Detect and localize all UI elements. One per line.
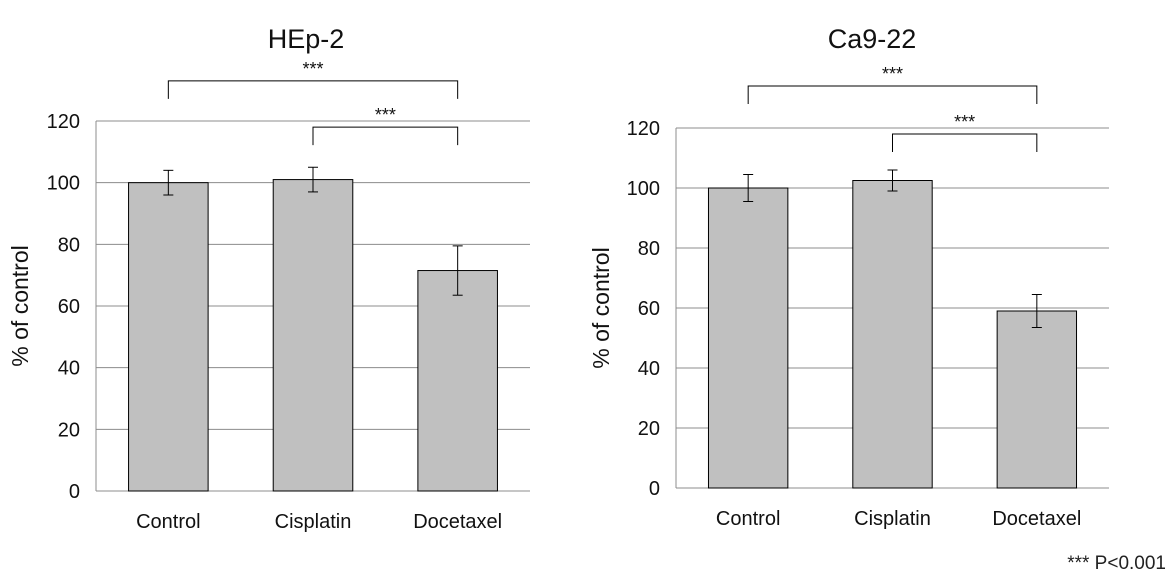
y-tick-label-80: 80: [58, 234, 80, 256]
significance-footnote: *** P<0.001: [1067, 553, 1166, 574]
significance-label-1: ***: [954, 112, 975, 132]
category-label-control: Control: [716, 508, 780, 530]
significance-bracket-1: [312, 126, 459, 146]
significance-bracket-0: [167, 80, 459, 99]
significance-bracket-1: [892, 133, 1038, 152]
chart-title: HEp-2: [268, 24, 345, 54]
bar-cisplatin: [272, 179, 354, 492]
y-tick-label-20: 20: [58, 419, 80, 441]
y-tick-label-40: 40: [638, 358, 660, 380]
category-label-docetaxel: Docetaxel: [992, 508, 1081, 530]
y-tick-label-60: 60: [58, 296, 80, 318]
category-label-docetaxel: Docetaxel: [413, 511, 502, 533]
bar-docetaxel: [417, 270, 498, 492]
y-axis-label: % of control: [7, 245, 33, 366]
y-tick-label-0: 0: [649, 478, 660, 500]
y-tick-label-0: 0: [69, 481, 80, 503]
bar-control: [128, 182, 209, 492]
y-axis-label: % of control: [588, 247, 614, 368]
significance-bracket-0: [747, 85, 1038, 104]
bar-docetaxel: [996, 310, 1078, 489]
y-tick-label-100: 100: [627, 178, 660, 200]
chart-panel-hep2: 0 20 40 60 80 100 120 Control Cisplatin Docetaxel…: [7, 24, 530, 533]
category-label-cisplatin: Cisplatin: [275, 511, 352, 533]
y-tick-label-80: 80: [638, 238, 660, 260]
chart-panel-ca922: 0 20 40 60 80 100 120 Control Cisplatin Docetaxel…: [588, 24, 1109, 530]
significance-label-0: ***: [302, 59, 323, 79]
y-tick-label-20: 20: [638, 418, 660, 440]
y-tick-label-120: 120: [47, 111, 80, 133]
y-tick-label-60: 60: [638, 298, 660, 320]
bar-control: [707, 187, 789, 489]
y-tick-label-40: 40: [58, 358, 80, 380]
category-label-cisplatin: Cisplatin: [854, 508, 931, 530]
y-tick-label-100: 100: [47, 173, 80, 195]
bar-cisplatin: [852, 180, 933, 489]
significance-label-1: ***: [375, 105, 396, 125]
category-label-control: Control: [136, 511, 200, 533]
significance-label-0: ***: [882, 64, 903, 84]
y-tick-label-120: 120: [627, 118, 660, 140]
chart-title: Ca9-22: [828, 24, 917, 54]
